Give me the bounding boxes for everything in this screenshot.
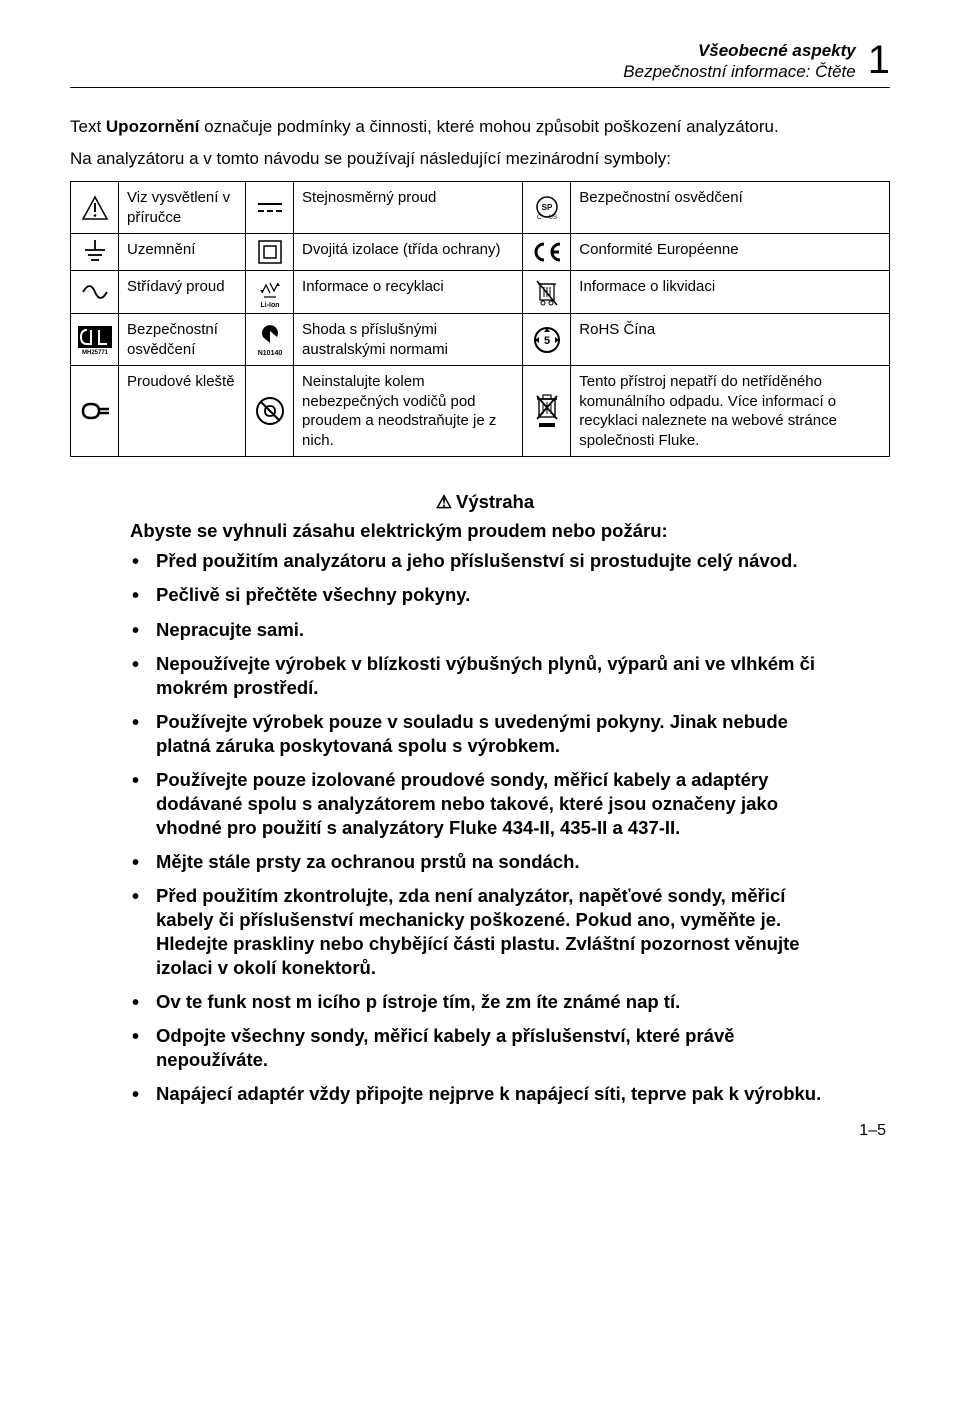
ce-mark-icon bbox=[523, 234, 571, 271]
cell-text: Bezpečnostní osvědčení bbox=[119, 314, 246, 366]
list-item: Ov te funk nost m icího p ístroje tím, ž… bbox=[130, 990, 840, 1014]
rohs-china-icon: 5 bbox=[523, 314, 571, 366]
svg-text:US: US bbox=[548, 215, 556, 221]
svg-text:C: C bbox=[537, 215, 542, 221]
cell-text: Tento přístroj nepatří do netříděného ko… bbox=[571, 366, 890, 457]
warning-section: ⚠Výstraha Abyste se vyhnuli zásahu elekt… bbox=[130, 491, 840, 1106]
ac-icon bbox=[71, 271, 119, 314]
list-item: Před použitím analyzátoru a jeho přísluš… bbox=[130, 549, 840, 573]
list-item: Nepoužívejte výrobek v blízkosti výbušný… bbox=[130, 652, 840, 700]
cell-text: Neinstalujte kolem nebezpečných vodičů p… bbox=[294, 366, 523, 457]
warning-title-text: Výstraha bbox=[456, 491, 534, 512]
ctick-icon: N10140 bbox=[246, 314, 294, 366]
warning-lead: Abyste se vyhnuli zásahu elektrickým pro… bbox=[130, 519, 840, 543]
intro-p1-rest: označuje podmínky a činnosti, které moho… bbox=[199, 117, 778, 136]
table-row: Proudové kleště Neinstalujte kolem nebez… bbox=[71, 366, 890, 457]
chapter-number: 1 bbox=[868, 40, 890, 80]
cell-text: Dvojitá izolace (třída ochrany) bbox=[294, 234, 523, 271]
warning-title: ⚠Výstraha bbox=[130, 491, 840, 513]
ground-icon bbox=[71, 234, 119, 271]
cell-text: Bezpečnostní osvědčení bbox=[571, 182, 890, 234]
csa-icon: SP C US bbox=[523, 182, 571, 234]
list-item: Nepracujte sami. bbox=[130, 618, 840, 642]
symbols-table: Viz vysvětlení v příručce Stejnosměrný p… bbox=[70, 181, 890, 457]
ul-icon: MH25771 bbox=[71, 314, 119, 366]
no-clamp-icon bbox=[246, 366, 294, 457]
cell-text: Proudové kleště bbox=[119, 366, 246, 457]
double-insulation-icon bbox=[246, 234, 294, 271]
cell-text: Conformité Européenne bbox=[571, 234, 890, 271]
clamp-icon bbox=[71, 366, 119, 457]
disposal-bin-icon bbox=[523, 271, 571, 314]
list-item: Mějte stále prsty za ochranou prstů na s… bbox=[130, 850, 840, 874]
cell-text: Střídavý proud bbox=[119, 271, 246, 314]
header-text: Všeobecné aspekty Bezpečnostní informace… bbox=[623, 40, 855, 83]
liion-recycle-icon: Li-Ion bbox=[246, 271, 294, 314]
table-row: Střídavý proud Li-Ion Informace o recykl… bbox=[71, 271, 890, 314]
dc-icon bbox=[246, 182, 294, 234]
intro-p1: Text Upozornění označuje podmínky a činn… bbox=[70, 116, 890, 139]
list-item: Před použitím zkontrolujte, zda není ana… bbox=[130, 884, 840, 980]
warning-triangle-icon bbox=[71, 182, 119, 234]
table-row: Uzemnění Dvojitá izolace (třída ochrany)… bbox=[71, 234, 890, 271]
warning-list: Před použitím analyzátoru a jeho přísluš… bbox=[130, 549, 840, 1106]
header-line2: Bezpečnostní informace: Čtěte bbox=[623, 61, 855, 82]
list-item: Používejte výrobek pouze v souladu s uve… bbox=[130, 710, 840, 758]
svg-text:MH25771: MH25771 bbox=[81, 350, 108, 355]
intro-p1-prefix: Text bbox=[70, 117, 106, 136]
cell-text: Uzemnění bbox=[119, 234, 246, 271]
svg-text:N10140: N10140 bbox=[257, 350, 282, 357]
svg-text:5: 5 bbox=[544, 335, 550, 347]
cell-text: Viz vysvětlení v příručce bbox=[119, 182, 246, 234]
weee-bin-icon bbox=[523, 366, 571, 457]
table-row: Viz vysvětlení v příručce Stejnosměrný p… bbox=[71, 182, 890, 234]
svg-text:Li-Ion: Li-Ion bbox=[260, 302, 279, 309]
cell-text: Stejnosměrný proud bbox=[294, 182, 523, 234]
cell-text: Shoda s příslušnými australskými normami bbox=[294, 314, 523, 366]
header-line1: Všeobecné aspekty bbox=[623, 40, 855, 61]
intro: Text Upozornění označuje podmínky a činn… bbox=[70, 116, 890, 172]
cell-text: Informace o recyklaci bbox=[294, 271, 523, 314]
page-number: 1–5 bbox=[70, 1122, 890, 1140]
list-item: Odpojte všechny sondy, měřicí kabely a p… bbox=[130, 1024, 840, 1072]
cell-text: Informace o likvidaci bbox=[571, 271, 890, 314]
list-item: Používejte pouze izolované proudové sond… bbox=[130, 768, 840, 840]
cell-text: RoHS Čína bbox=[571, 314, 890, 366]
intro-p2: Na analyzátoru a v tomto návodu se použí… bbox=[70, 148, 890, 171]
table-row: MH25771 Bezpečnostní osvědčení N10140 Sh… bbox=[71, 314, 890, 366]
page-header: Všeobecné aspekty Bezpečnostní informace… bbox=[70, 40, 890, 88]
list-item: Napájecí adaptér vždy připojte nejprve k… bbox=[130, 1082, 840, 1106]
intro-p1-bold: Upozornění bbox=[106, 117, 200, 136]
svg-text:SP: SP bbox=[541, 203, 552, 212]
list-item: Pečlivě si přečtěte všechny pokyny. bbox=[130, 583, 840, 607]
warning-triangle-icon: ⚠ bbox=[436, 492, 452, 512]
